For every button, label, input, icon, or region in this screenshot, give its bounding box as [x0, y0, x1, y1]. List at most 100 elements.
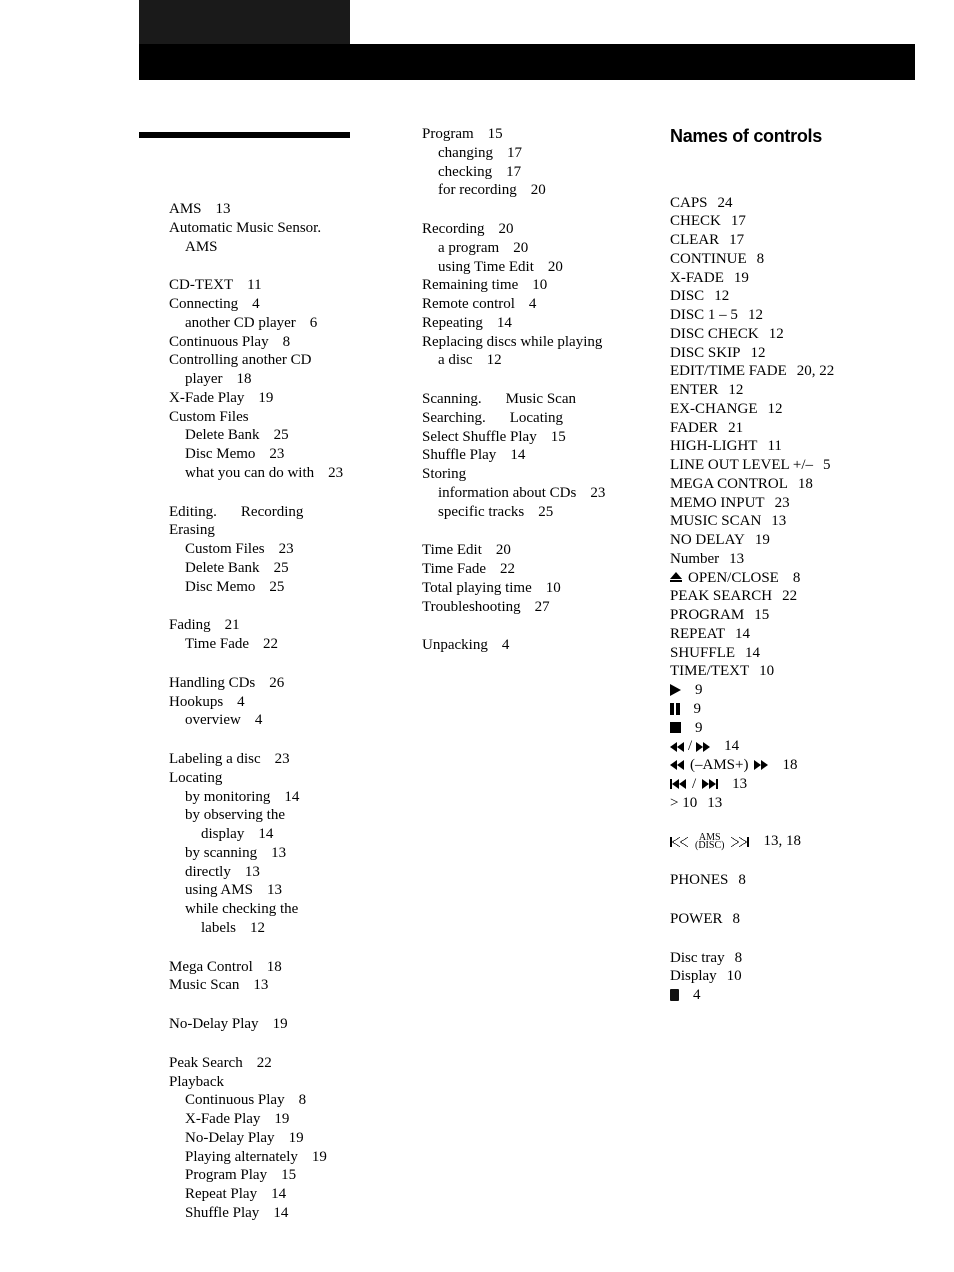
index-line: Shuffle Play14: [169, 1204, 422, 1223]
page-ref: 11: [233, 277, 261, 293]
section-heading: Names of controls: [670, 125, 920, 148]
page-ref: 18: [772, 756, 797, 775]
index-term: information about CDs: [438, 485, 576, 501]
page-ref: 18: [788, 476, 813, 492]
index-term: Time Edit: [422, 542, 482, 558]
page-ref: 12: [236, 920, 265, 936]
index-group: CD-TEXT11Connecting4another CD player6Co…: [169, 276, 422, 482]
index-line: Total playing time10: [422, 579, 670, 598]
page-ref: 23: [265, 541, 294, 557]
index-term: CLEAR: [670, 232, 719, 248]
page-ref: 27: [521, 599, 550, 615]
page-ref: 25: [260, 560, 289, 576]
page-ref: 8: [285, 1092, 307, 1108]
page-ref: 8: [723, 911, 741, 927]
rew-icon: [670, 742, 684, 752]
index-line: Disc Memo25: [169, 578, 422, 597]
index-line: MUSIC SCAN13: [670, 512, 920, 531]
index-line: another CD player6: [169, 314, 422, 333]
page-ref: 23: [314, 465, 343, 481]
stop-line: 9: [670, 719, 920, 738]
index-term: Automatic Music Sensor.: [169, 220, 321, 236]
index-line: Time Fade22: [169, 635, 422, 654]
index-line: Custom Files: [169, 408, 422, 427]
index-line: EDIT/TIME FADE20, 22: [670, 362, 920, 381]
index-line: Locating: [169, 769, 422, 788]
index-line: Remaining time10: [422, 276, 670, 295]
index-line: Fading21: [169, 616, 422, 635]
index-column-2: Program15changing17checking17for recordi…: [422, 120, 670, 1243]
index-term: CONTINUE: [670, 251, 747, 267]
index-term: Total playing time: [422, 580, 532, 596]
index-line: checking17: [422, 163, 670, 182]
page-ref: 13: [257, 845, 286, 861]
page-ref: 20: [499, 240, 528, 256]
page-ref: 13: [239, 977, 268, 993]
controls-others: Disc tray8Display104: [670, 949, 920, 1005]
index-line: display14: [169, 825, 422, 844]
page-ref: 20: [484, 221, 513, 237]
index-term: Storing: [422, 466, 466, 482]
index-term: CD-TEXT: [169, 277, 233, 293]
index-term: by monitoring: [185, 789, 270, 805]
index-line: Editing.Recording: [169, 503, 422, 522]
index-line: Number13: [670, 550, 920, 569]
index-term: Delete Bank: [185, 427, 260, 443]
index-line: Handling CDs26: [169, 674, 422, 693]
index-line: DISC SKIP12: [670, 344, 920, 363]
index-term: checking: [438, 164, 492, 180]
page-ref: 4: [241, 712, 263, 728]
index-term: Time Fade: [422, 561, 486, 577]
index-line: DISC 1 – 512: [670, 306, 920, 325]
index-term: Program Play: [185, 1167, 267, 1183]
index-line: information about CDs23: [422, 484, 670, 503]
ams-line: (–AMS+)18: [670, 756, 920, 775]
index-line: No-Delay Play19: [169, 1129, 422, 1148]
index-line: Hookups4: [169, 693, 422, 712]
index-term: EDIT/TIME FADE: [670, 363, 787, 379]
index-group: Handling CDs26Hookups4overview4: [169, 674, 422, 730]
index-term: Editing.: [169, 504, 217, 520]
index-line: player18: [169, 370, 422, 389]
index-line: AMS: [169, 238, 422, 257]
controls-phones: PHONES8: [670, 871, 920, 890]
index-term: DISC CHECK: [670, 326, 759, 342]
index-group: No-Delay Play19: [169, 1015, 422, 1034]
eject-icon: [670, 572, 682, 584]
index-line: Recording20: [422, 220, 670, 239]
index-term: specific tracks: [438, 504, 524, 520]
index-line: Music Scan13: [169, 976, 422, 995]
controls-group-1: CAPS24CHECK17CLEAR17CONTINUE8X-FADE19DIS…: [670, 194, 920, 813]
index-line: Repeating14: [422, 314, 670, 333]
index-term: PEAK SEARCH: [670, 588, 772, 604]
page-ref: 24: [708, 195, 733, 211]
index-term: NO DELAY: [670, 532, 745, 548]
page-ref: 12: [759, 326, 784, 342]
page-ref: 18: [222, 371, 251, 387]
page-ref: 23: [261, 751, 290, 767]
index-term: CAPS: [670, 195, 708, 211]
index-line: HIGH-LIGHT11: [670, 437, 920, 456]
page-ref: 15: [537, 429, 566, 445]
index-term: OPEN/CLOSE: [688, 569, 779, 588]
index-line: Mega Control18: [169, 958, 422, 977]
index-group: Program15changing17checking17for recordi…: [422, 125, 670, 200]
index-line: directly13: [169, 863, 422, 882]
page-ref: 4: [683, 986, 701, 1005]
index-line: No-Delay Play19: [169, 1015, 422, 1034]
index-line: Playing alternately19: [169, 1148, 422, 1167]
page-ref: 8: [728, 872, 746, 888]
index-line: using AMS13: [169, 881, 422, 900]
index-term: > 10: [670, 795, 697, 811]
page-ref: 14: [270, 789, 299, 805]
page-ref: 20, 22: [787, 363, 835, 379]
index-line: EX-CHANGE12: [670, 400, 920, 419]
index-line: Continuous Play8: [169, 1091, 422, 1110]
page-ref: 10: [532, 580, 561, 596]
page-ref: 8: [783, 569, 801, 588]
index-term: Mega Control: [169, 959, 253, 975]
index-term: Fading: [169, 617, 211, 633]
index-term: FADER: [670, 420, 718, 436]
index-line: Erasing: [169, 521, 422, 540]
page-ref: 15: [744, 607, 769, 623]
